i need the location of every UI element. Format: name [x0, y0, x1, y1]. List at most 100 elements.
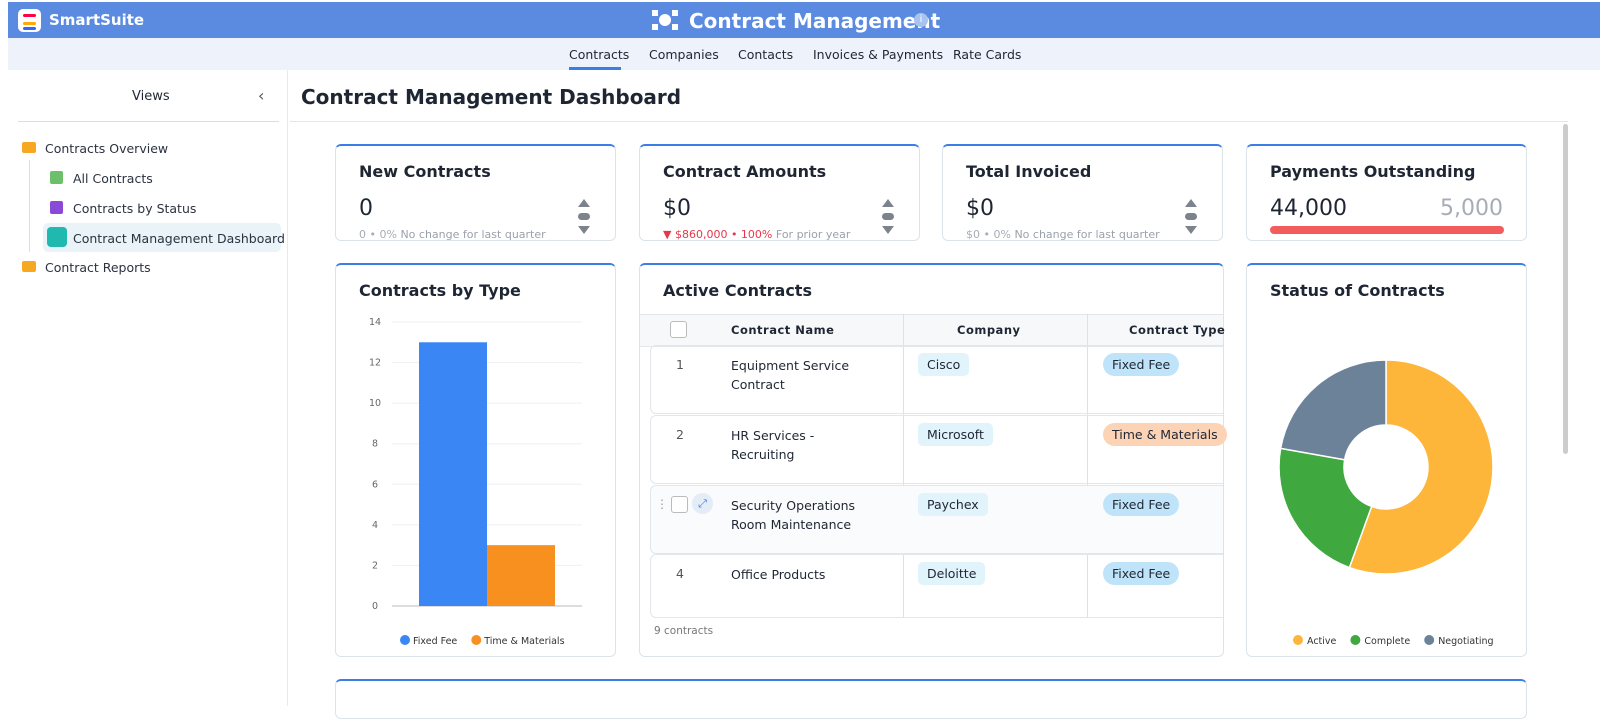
info-icon[interactable]: i — [914, 13, 928, 27]
contract-name: Equipment Service Contract — [731, 358, 850, 392]
down-arrow: ▼ — [663, 228, 675, 241]
column-header: Company — [957, 323, 1021, 337]
scrollbar[interactable] — [1563, 124, 1568, 454]
kpi-note: ▼ $860,000 • 100% For prior year — [663, 228, 850, 241]
sort-icon[interactable] — [1184, 198, 1198, 236]
sidebar-item[interactable]: Contract Reports — [45, 260, 151, 275]
row[interactable] — [650, 415, 1223, 484]
view-icon — [50, 171, 63, 184]
company-tag: Deloitte — [918, 562, 986, 585]
sidebar-item[interactable]: Contracts Overview — [45, 141, 169, 156]
brand[interactable]: SmartSuite — [49, 11, 145, 29]
dashboard-title: Contract Management Dashboard — [301, 85, 682, 109]
table-footer: 9 contracts — [654, 625, 714, 637]
tab-underline — [569, 67, 621, 70]
company-tag: Cisco — [918, 353, 970, 376]
tree-line — [29, 160, 30, 252]
tab[interactable]: Invoices & Payments — [813, 47, 944, 62]
y-tick-label: 10 — [369, 398, 381, 409]
card-title: Status of Contracts — [1270, 281, 1445, 300]
view-icon — [47, 227, 67, 247]
expand-button[interactable]: ⤢ — [692, 493, 713, 514]
tab[interactable]: Rate Cards — [953, 47, 1022, 62]
kpi-change: $860,000 • 100% — [674, 228, 773, 241]
column-divider — [1087, 314, 1088, 618]
row-number: 2 — [676, 427, 684, 442]
sidebar-item[interactable]: Contracts by Status — [73, 201, 197, 216]
tab[interactable]: Contracts — [569, 47, 630, 62]
legend-label: Fixed Fee — [413, 636, 457, 647]
checkbox[interactable] — [671, 496, 688, 513]
row-number: 1 — [676, 357, 684, 372]
y-tick-label: 0 — [372, 601, 378, 612]
kpi-card: Payments Outstanding 44,000 5,000 — [1246, 144, 1527, 241]
divider — [290, 121, 1568, 122]
sidebar-header: Views — [132, 89, 170, 104]
kpi-value: $0 — [966, 196, 994, 221]
collapse-icon[interactable]: ‹ — [258, 86, 265, 105]
row[interactable] — [650, 554, 1223, 618]
legend-swatch — [400, 635, 410, 645]
legend-swatch — [1293, 635, 1303, 645]
sidebar-item[interactable]: All Contracts — [73, 171, 153, 186]
row[interactable] — [650, 345, 1223, 414]
kpi-note: $0 • 0% No change for last quarter — [966, 228, 1160, 241]
card-title: Active Contracts — [663, 281, 812, 300]
bar — [419, 342, 487, 606]
top-bar — [8, 2, 1600, 38]
table-header-bg — [640, 314, 1223, 347]
view-icon — [50, 201, 63, 214]
kpi-change: 0 • 0% — [359, 228, 397, 241]
logo — [18, 9, 41, 32]
type-tag: Time & Materials — [1103, 423, 1227, 446]
folder-icon — [22, 142, 36, 153]
row-number: 4 — [676, 566, 684, 581]
bar — [487, 545, 555, 606]
pie-slice — [1278, 447, 1373, 569]
kpi-title: Total Invoiced — [966, 162, 1092, 181]
kpi-note-text: No change for last quarter — [400, 228, 546, 241]
sidebar-item[interactable]: Contract Management Dashboard — [73, 231, 285, 246]
contract-name: Office Products — [731, 567, 826, 582]
legend-label: Complete — [1364, 636, 1410, 647]
y-tick-label: 12 — [369, 358, 381, 369]
company-tag: Paychex — [918, 493, 988, 516]
tab[interactable]: Contacts — [738, 47, 794, 62]
kpi-value: 0 — [359, 196, 373, 221]
legend-label: Time & Materials — [483, 636, 564, 647]
type-tag: Fixed Fee — [1103, 353, 1180, 376]
y-tick-label: 14 — [369, 317, 381, 328]
folder-icon — [22, 261, 36, 272]
legend-swatch — [471, 635, 482, 645]
kpi-note-text: For prior year — [775, 228, 851, 241]
app-icon — [652, 10, 678, 30]
contract-name: HR Services - Recruiting — [731, 428, 815, 462]
checkbox[interactable] — [670, 321, 687, 338]
kpi-title: Contract Amounts — [663, 162, 827, 181]
kpi-change: $0 • 0% — [966, 228, 1011, 241]
column-header: Contract Type — [1129, 323, 1226, 337]
y-tick-label: 4 — [372, 520, 378, 531]
app-title: Contract Management — [689, 9, 941, 33]
legend-swatch — [1424, 635, 1435, 645]
pie-slice — [1279, 359, 1387, 461]
kpi-value: $0 — [663, 196, 691, 221]
kpi-note-text: No change for last quarter — [1014, 228, 1160, 241]
legend-swatch — [1350, 635, 1361, 645]
tab[interactable]: Companies — [649, 47, 719, 62]
kpi-title: New Contracts — [359, 162, 491, 181]
legend-label: Negotiating — [1438, 636, 1493, 647]
pie-slice — [1348, 359, 1494, 575]
contract-name: Security Operations Room Maintenance — [731, 498, 856, 532]
sort-icon[interactable] — [577, 198, 591, 236]
y-tick-label: 2 — [372, 560, 378, 571]
card-title: Contracts by Type — [359, 281, 521, 300]
company-tag: Microsoft — [918, 423, 993, 446]
kpi-value: 44,000 — [1270, 196, 1347, 221]
y-tick-label: 8 — [372, 439, 378, 450]
kpi-target: 5,000 — [1440, 196, 1503, 221]
sort-icon[interactable] — [881, 198, 895, 236]
column-header: Contract Name — [731, 323, 835, 337]
